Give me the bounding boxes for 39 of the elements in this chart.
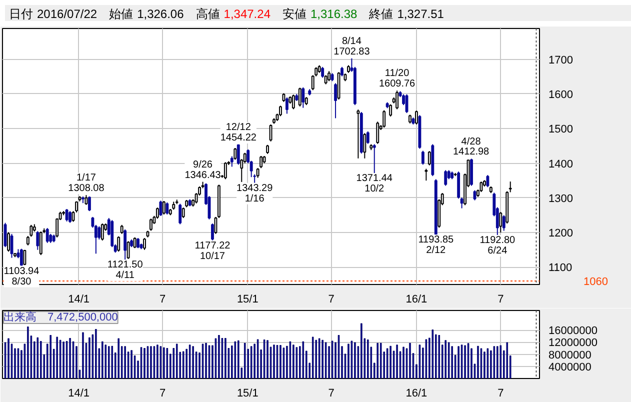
chart-title: 出来高 7,472,500,000 xyxy=(4,310,118,324)
x-tick-label: 7 xyxy=(328,388,334,400)
annotation: 11/20 1609.76 xyxy=(378,68,416,90)
y-tick-label: 1200 xyxy=(548,228,573,240)
annotation: 1121.50 4/11 xyxy=(107,260,144,282)
x-tick-label: 7 xyxy=(159,388,166,400)
y-tick-label: 1400 xyxy=(548,158,573,170)
annotation: 9/26 1346.43 xyxy=(184,159,222,181)
y-tick-label: 1100 xyxy=(548,262,572,274)
annotation: 1193.85 2/12 xyxy=(418,234,454,256)
x-tick-label: 14/1 xyxy=(68,294,90,306)
ref-line-label: 1060 xyxy=(584,276,608,288)
y-tick-label: 16000000 xyxy=(548,325,598,338)
x-tick-label: 14/1 xyxy=(68,388,90,400)
x-tick-label: 7 xyxy=(328,294,334,306)
chart-title: 日付 2016/07/22 始値 1,326.06 高値 1,347.24 安値 1,316.38 終値 1,327.51 xyxy=(9,7,444,21)
annotation: 1103.94 8/30 xyxy=(4,266,40,288)
y-tick-label: 1600 xyxy=(548,88,573,101)
annotation: 1177.22 10/17 xyxy=(194,240,231,262)
annotation: 12/12 1454.22 xyxy=(220,122,257,144)
x-tick-label: 7 xyxy=(159,294,166,306)
x-tick-label: 7 xyxy=(498,294,504,306)
y-tick-label: 8000000 xyxy=(548,349,592,362)
x-tick-label: 15/1 xyxy=(236,294,258,306)
y-tick-label: 1700 xyxy=(548,54,573,66)
annotation: 1192.80 6/24 xyxy=(480,235,516,256)
x-tick-label: 16/1 xyxy=(406,294,428,306)
annotation: 1343.29 1/16 xyxy=(236,182,274,204)
x-tick-label: 16/1 xyxy=(406,388,428,400)
y-tick-label: 12000000 xyxy=(548,337,598,350)
annotation: 8/14 1702.83 xyxy=(334,36,370,58)
x-tick-label: 7 xyxy=(498,388,504,400)
annotation: 4/28 1412.98 xyxy=(452,136,490,158)
x-tick-label: 15/1 xyxy=(236,388,258,400)
y-tick-label: 1500 xyxy=(548,124,573,136)
y-tick-label: 4000000 xyxy=(548,361,592,374)
annotation: 1371.44 10/2 xyxy=(356,173,393,195)
y-tick-label: 1300 xyxy=(548,192,573,205)
annotation: 1/17 1308.08 xyxy=(68,172,105,194)
